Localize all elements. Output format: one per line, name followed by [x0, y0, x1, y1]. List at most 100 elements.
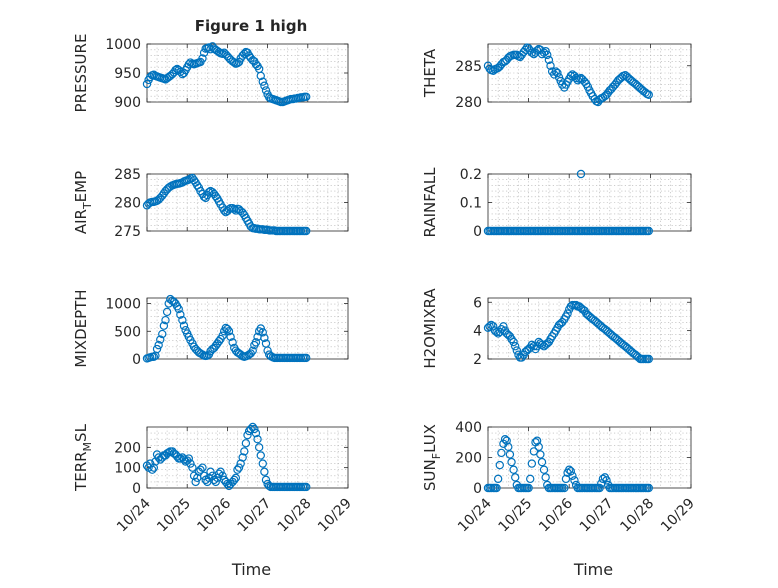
data-point — [253, 435, 262, 444]
y-axis-label-subscript: T — [81, 202, 94, 210]
y-axis-label: H2OMIXRA — [421, 288, 439, 369]
x-tick-label: 10/24 — [455, 495, 495, 535]
data-point — [487, 320, 496, 330]
y-axis-label: RAINFALL — [421, 167, 439, 238]
data-point — [156, 335, 165, 344]
subplot-pressure: 900 950 1000 PRESSURE — [72, 34, 349, 112]
y-tick-label: 2 — [473, 352, 482, 368]
data-point — [162, 307, 172, 317]
data-point — [226, 332, 235, 342]
y-axis-label-tail: LUX — [421, 424, 439, 453]
figure-title: Figure 1 high — [195, 17, 308, 35]
grid-lines — [488, 174, 691, 231]
y-axis-label: THETA — [421, 48, 439, 98]
data-point — [176, 67, 185, 77]
y-tick-label: 200 — [455, 451, 482, 467]
data-point — [261, 86, 271, 95]
y-axis-label-tail: SL — [72, 423, 90, 442]
subplot-rainfall: 0 0.1 0.2 RAINFALL — [421, 167, 692, 240]
data-point — [216, 467, 225, 476]
data-markers — [142, 173, 311, 236]
data-point — [230, 58, 239, 67]
data-point — [509, 465, 518, 474]
data-point — [505, 450, 515, 459]
data-markers — [483, 300, 653, 364]
y-axis-label-main: RAINFALL — [421, 167, 439, 238]
y-tick-label: 0 — [132, 481, 141, 497]
x-axis-label: Time — [231, 560, 271, 579]
subplot-terrain-msl: 0 100 200 TERRMSL 10/24 10/25 10/26 10/27 10/28 1… — [72, 422, 355, 579]
data-point — [560, 483, 569, 493]
data-point — [254, 443, 264, 452]
data-point — [301, 353, 311, 363]
data-point — [142, 79, 152, 89]
data-point — [256, 71, 265, 81]
data-point — [258, 459, 267, 468]
data-point — [149, 463, 159, 472]
data-point — [258, 77, 267, 86]
x-tick-label: 10/25 — [496, 496, 536, 536]
data-point — [154, 340, 163, 350]
y-axis-label-main: TERR — [72, 451, 90, 492]
data-point — [206, 467, 215, 476]
data-point — [595, 483, 604, 493]
y-axis-label-main: AIR — [72, 209, 90, 234]
y-axis-label: TERRMSL — [72, 423, 94, 492]
data-point — [218, 49, 227, 59]
x-tick-label: 10/25 — [154, 496, 194, 536]
data-point — [576, 169, 586, 179]
data-point — [301, 226, 311, 236]
data-point — [495, 460, 504, 470]
y-axis-label-subscript: F — [430, 453, 443, 459]
data-point — [158, 329, 167, 339]
data-point — [258, 328, 267, 337]
data-point — [231, 473, 241, 483]
data-point — [511, 342, 520, 351]
data-point — [509, 337, 518, 347]
data-point — [176, 310, 185, 319]
subplot-sunflux: 0 200 400 SUNFLUX 10/24 10/25 10/26 10/27 10/28 1… — [421, 420, 698, 579]
data-point — [485, 322, 494, 331]
data-point — [561, 474, 571, 484]
y-tick-label: 200 — [114, 440, 141, 456]
data-point — [204, 188, 214, 197]
data-point — [211, 477, 220, 487]
data-point — [188, 463, 197, 472]
y-axis-label: MIXDEPTH — [72, 289, 90, 367]
y-axis-label: AIRTEMP — [72, 171, 94, 234]
data-markers — [142, 42, 311, 107]
x-tick-label: 10/29 — [658, 496, 698, 536]
data-point — [184, 454, 194, 463]
data-point — [598, 474, 608, 484]
data-markers — [483, 435, 653, 493]
data-point — [566, 467, 576, 476]
data-markers — [142, 294, 311, 363]
y-tick-label: 6 — [473, 295, 482, 311]
data-markers — [483, 43, 653, 107]
data-point — [566, 71, 576, 81]
data-point — [223, 324, 232, 334]
data-point — [171, 65, 180, 75]
data-point — [246, 424, 255, 434]
y-tick-label: 0.1 — [460, 196, 482, 212]
y-tick-label: 950 — [114, 66, 141, 82]
data-point — [499, 322, 508, 331]
data-point — [537, 457, 547, 467]
y-tick-label: 100 — [114, 461, 141, 477]
data-point — [511, 473, 520, 482]
y-tick-label: 0.2 — [460, 167, 482, 183]
data-point — [527, 48, 537, 57]
data-point — [539, 465, 549, 474]
data-point — [161, 315, 170, 325]
data-point — [644, 354, 653, 364]
data-point — [191, 477, 200, 487]
y-tick-label: 280 — [455, 95, 482, 111]
y-tick-label: 1000 — [105, 37, 141, 53]
x-tick-label: 10/27 — [577, 496, 617, 536]
data-point — [251, 338, 261, 347]
data-point — [504, 442, 513, 452]
data-point — [644, 226, 653, 236]
subplot-air-temp: 275 280 285 AIRTEMP — [72, 167, 349, 240]
